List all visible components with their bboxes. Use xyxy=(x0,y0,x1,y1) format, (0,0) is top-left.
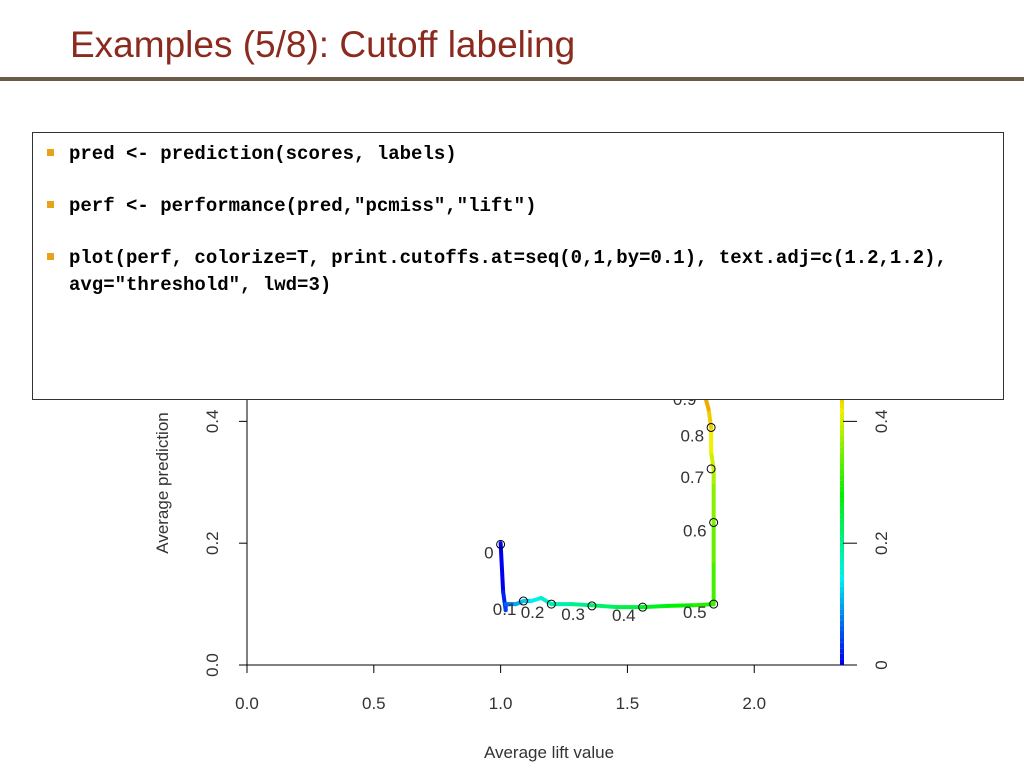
slide-title: Examples (5/8): Cutoff labeling xyxy=(70,24,576,65)
cutoff-point xyxy=(706,422,716,432)
title-divider xyxy=(0,77,1024,81)
x-tick-label: 1.5 xyxy=(616,694,640,713)
cutoff-label: 0.1 xyxy=(493,600,517,619)
y-tick-label: 0.2 xyxy=(203,531,222,555)
cutoff-point xyxy=(706,464,716,474)
code-panel: pred <- prediction(scores, labels) perf … xyxy=(32,132,1004,400)
curve-segment xyxy=(706,407,714,430)
cutoff-point xyxy=(709,599,719,609)
x-tick-label: 2.0 xyxy=(742,694,766,713)
cutoff-label: 0.5 xyxy=(683,603,707,622)
cutoff-point xyxy=(638,602,648,612)
cutoff-label: 0.3 xyxy=(561,605,585,624)
x-axis-label: Average lift value xyxy=(484,743,614,762)
bullet-icon xyxy=(47,253,54,260)
cutoff-point xyxy=(496,539,506,549)
colorbar-tick-label: 0 xyxy=(872,660,891,669)
cutoff-label: 0.8 xyxy=(680,426,704,445)
colorbar-tick-label: 0.4 xyxy=(872,410,891,434)
curve-segment xyxy=(709,449,716,473)
x-tick-label: 0.0 xyxy=(235,694,259,713)
curve-segment xyxy=(691,602,716,608)
cutoff-point xyxy=(709,517,719,527)
cutoff-label: 0.6 xyxy=(683,521,707,540)
cutoff-point xyxy=(587,601,597,611)
plot-frame: 0.0 0.5 1.0 1.5 2.0 0.0 0.2 0.4 xyxy=(203,329,844,713)
cutoff-label: 0.2 xyxy=(521,603,545,622)
curve-segment xyxy=(666,603,696,608)
cutoff-label: 0.4 xyxy=(612,606,636,625)
cutoff-label: 0 xyxy=(484,543,493,562)
bullet-icon xyxy=(47,201,54,208)
x-tick-label: 0.5 xyxy=(362,694,386,713)
cutoff-point xyxy=(518,596,528,606)
bullet-icon xyxy=(47,149,54,156)
cutoff-markers: 00.10.20.30.40.50.60.70.80.91 xyxy=(484,365,719,625)
y-tick-label: 0.4 xyxy=(203,410,222,434)
colorbar-tick-label: 0.2 xyxy=(872,531,891,555)
cutoff-label: 0.7 xyxy=(680,468,704,487)
y-tick-label: 0.0 xyxy=(203,653,222,677)
cutoff-point xyxy=(546,599,556,609)
x-tick-label: 1.0 xyxy=(489,694,513,713)
y-axis-label: Average prediction xyxy=(153,412,172,553)
curve-segment xyxy=(569,602,594,608)
curve-segment xyxy=(498,541,506,594)
